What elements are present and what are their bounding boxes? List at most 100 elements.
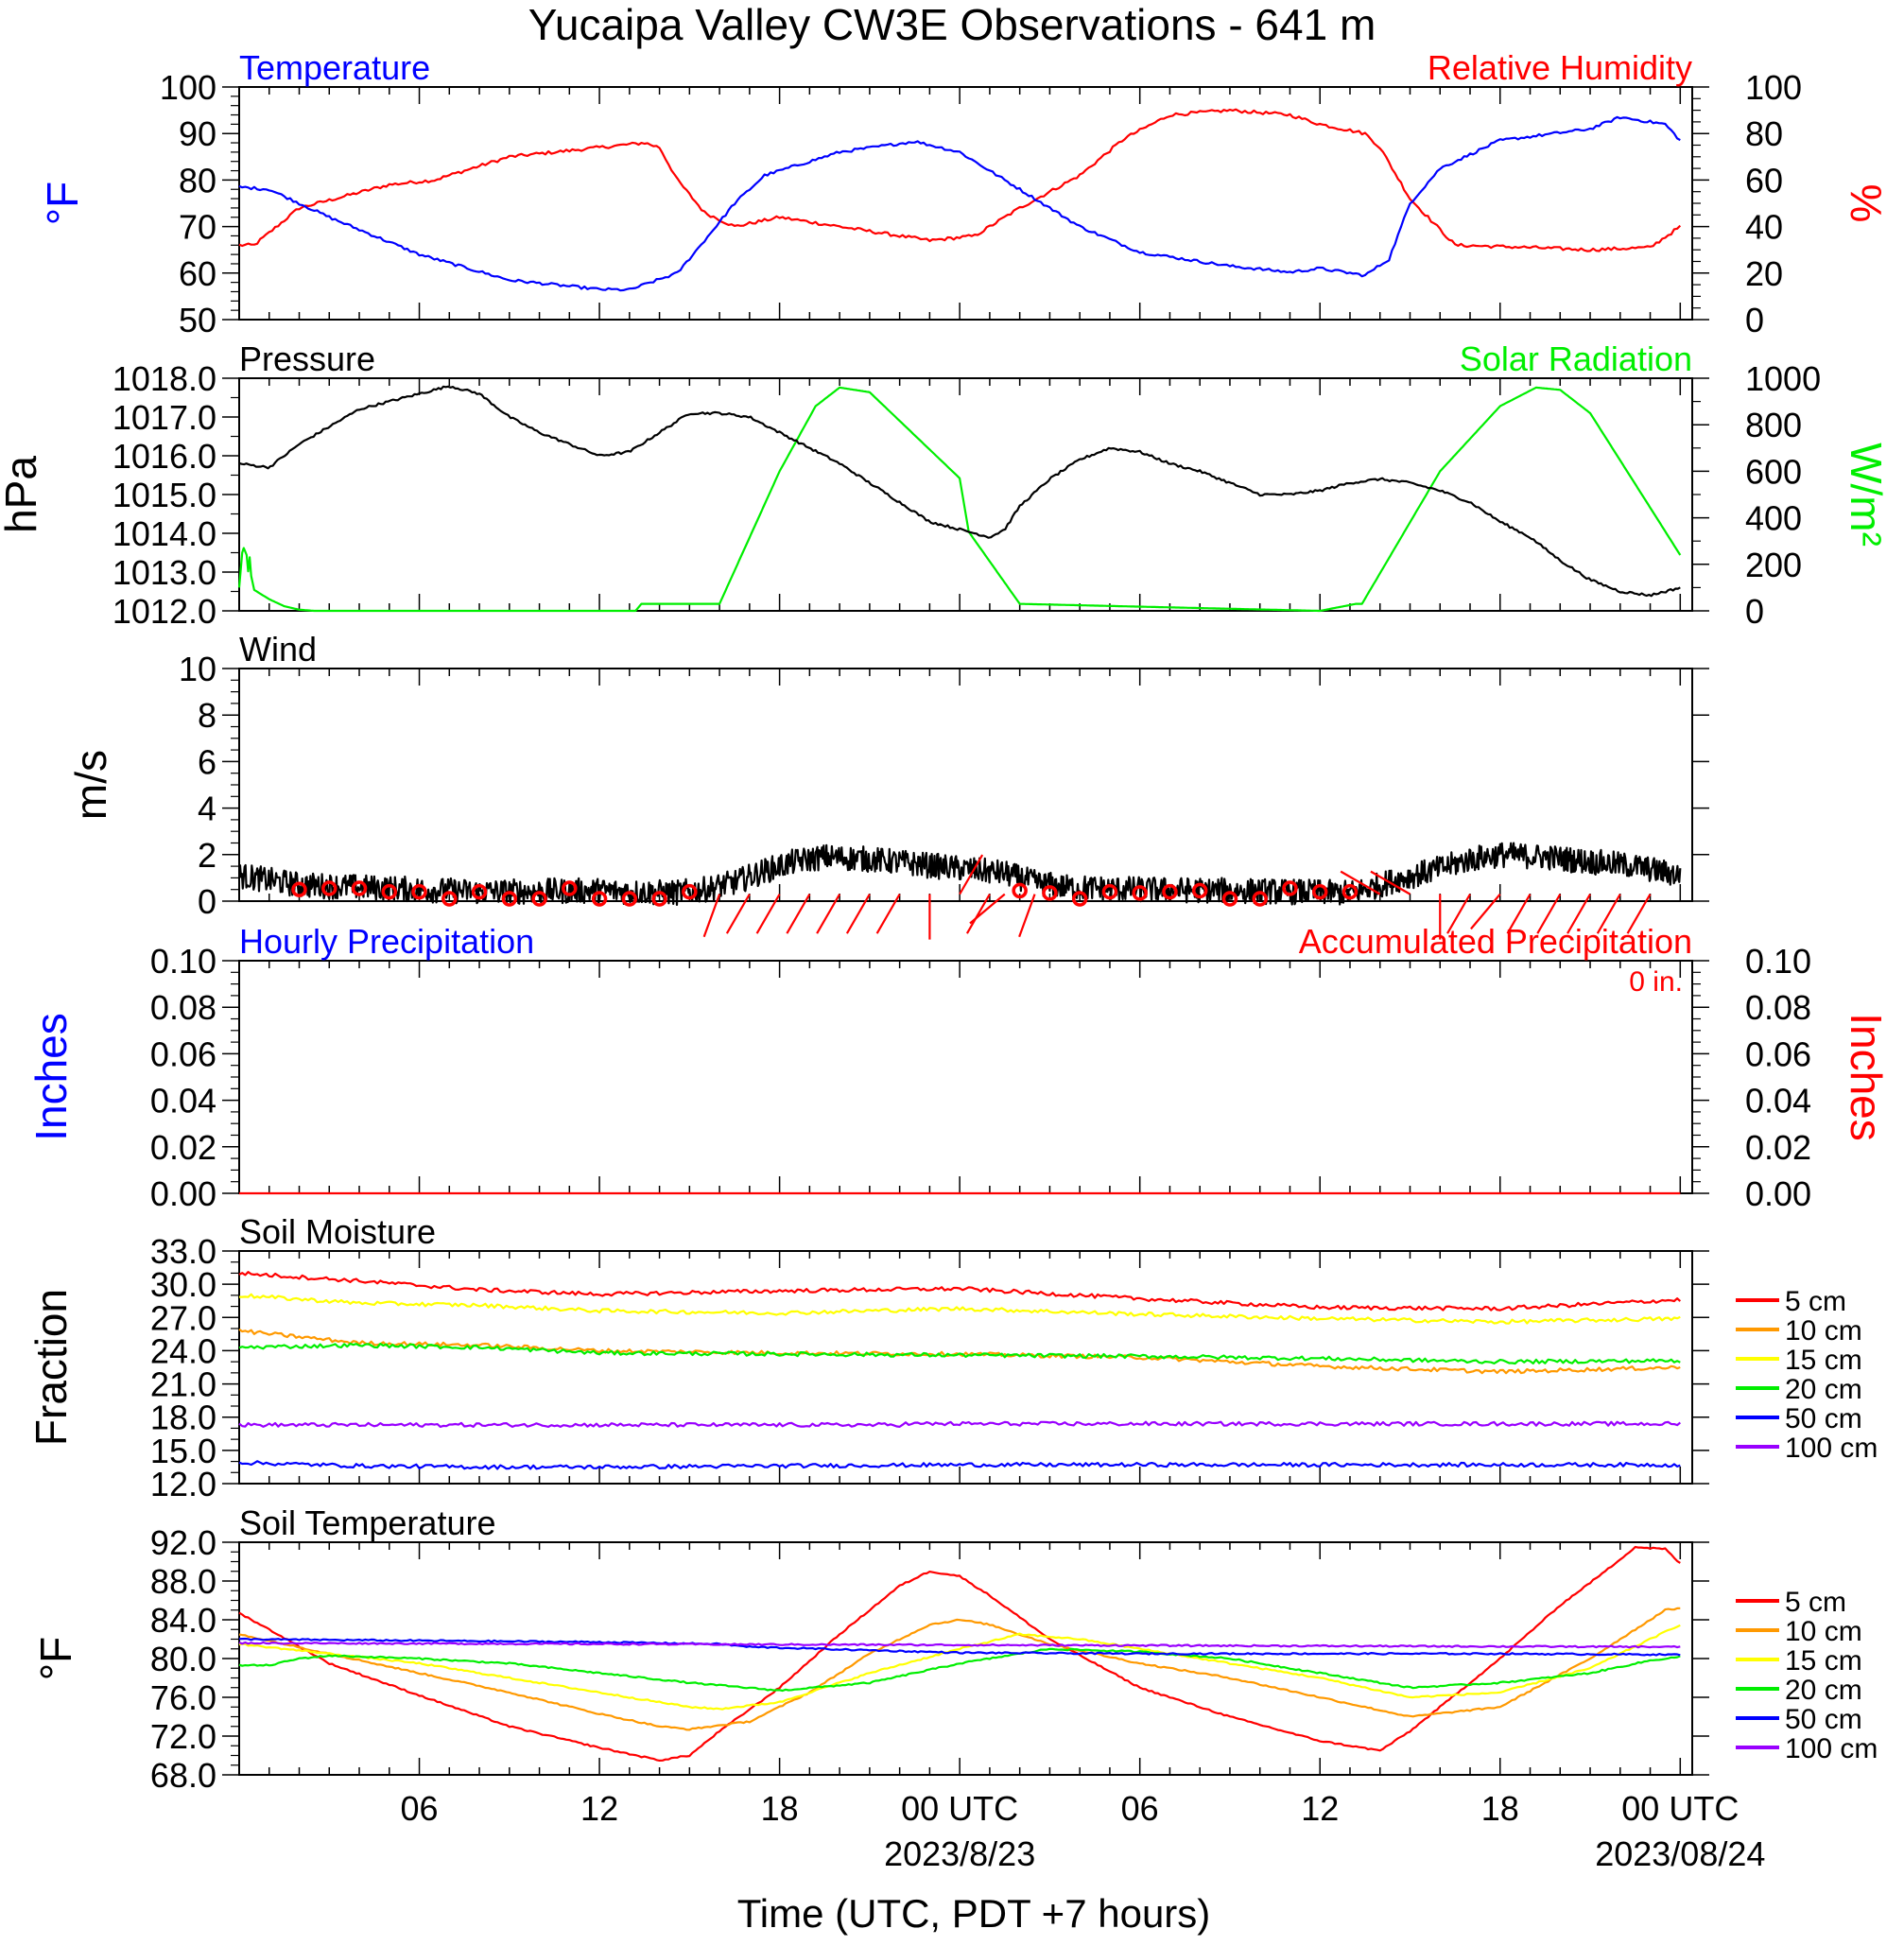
wind-calm-marker	[621, 891, 638, 907]
y-tick-label: 6	[198, 742, 216, 781]
x-date-label: 2023/8/23	[884, 1834, 1035, 1873]
y-tick-label: 0.10	[1745, 942, 1811, 981]
panel-title-right: Accumulated Precipitation	[1299, 922, 1692, 961]
legend-entry: 20 cm	[1785, 1374, 1862, 1405]
wind-barb	[875, 894, 901, 934]
y-tick-label: 600	[1745, 452, 1802, 491]
panel-title-right: Solar Radiation	[1460, 339, 1692, 378]
legend-entry: 20 cm	[1785, 1675, 1862, 1706]
wind-calm-marker	[411, 883, 427, 900]
x-tick-label: 06	[401, 1789, 439, 1828]
legend-entry: 5 cm	[1785, 1587, 1846, 1618]
wind-barb	[1446, 894, 1471, 934]
wind-barb	[1626, 894, 1652, 934]
y-tick-label: 8	[198, 696, 216, 735]
wind-calm-marker	[1042, 885, 1058, 901]
wind-barb	[969, 893, 1006, 925]
wind-calm-marker	[1282, 880, 1298, 896]
panel-frame	[238, 1541, 1693, 1776]
wind-barb	[1566, 894, 1591, 934]
left-axis-label: °F	[38, 182, 87, 226]
panel-title-left: Wind	[239, 630, 317, 669]
y-tick-label: 60	[179, 254, 216, 293]
panel-wind: 10 8 6 4 2 0 Wind m/s	[66, 630, 1709, 940]
y-tick-label: 80	[179, 161, 216, 200]
panel-precipitation: 0.10 0.08 0.06 0.04 0.02 0.00 0.10 0.08 0.06 0.04…	[26, 922, 1891, 1213]
series-depth-50cm	[238, 1637, 1681, 1657]
y-tick-label: 0.08	[1745, 988, 1811, 1027]
wind-barb	[1370, 870, 1411, 895]
legend-entry: 15 cm	[1785, 1645, 1862, 1677]
y-tick-label: 15.0	[150, 1432, 216, 1470]
series-depth-10cm	[238, 1607, 1681, 1731]
x-tick-label: 12	[580, 1789, 618, 1828]
panel-title-left: Temperature	[239, 48, 430, 87]
y-tick-label: 68.0	[150, 1756, 216, 1795]
panel-frame	[238, 377, 1693, 612]
y-tick-label: 400	[1745, 499, 1802, 538]
series-group	[237, 385, 1682, 613]
y-tick-label: 0.06	[1745, 1034, 1811, 1073]
y-tick-label: 1015.0	[113, 476, 216, 514]
y-tick-label: 60	[1745, 161, 1783, 200]
wind-barb	[816, 894, 841, 934]
wind-calm-marker	[1012, 882, 1028, 899]
x-tick-label: 00 UTC	[901, 1789, 1018, 1828]
y-tick-label: 72.0	[150, 1717, 216, 1756]
panel-pressure-solar: 1018.01017.01016.01015.01014.01013.01012…	[0, 339, 1891, 631]
wind-calm-marker	[501, 891, 518, 907]
y-tick-label: 92.0	[150, 1523, 216, 1562]
y-tick-label: 18.0	[150, 1399, 216, 1437]
wind-barb	[1340, 870, 1381, 895]
y-tick-label: 88.0	[150, 1562, 216, 1601]
left-axis-label: Fraction	[26, 1289, 76, 1446]
x-tick-label: 12	[1301, 1789, 1339, 1828]
wind-calm-marker	[381, 883, 398, 900]
y-tick-label: 76.0	[150, 1678, 216, 1717]
panel-title-right: Relative Humidity	[1428, 48, 1692, 87]
wind-calm-marker	[562, 880, 578, 896]
wind-calm-marker	[441, 891, 458, 907]
y-tick-label: 1014.0	[113, 514, 216, 553]
right-axis-label: Inches	[1842, 1013, 1891, 1141]
series-group	[238, 108, 1682, 292]
legend-entry: 15 cm	[1785, 1345, 1862, 1376]
y-tick-label: 80	[1745, 114, 1783, 153]
x-tick-label: 18	[761, 1789, 799, 1828]
series-relative-humidity	[238, 108, 1682, 252]
figure-title: Yucaipa Valley CW3E Observations - 641 m	[528, 0, 1376, 49]
y-tick-label: 33.0	[150, 1232, 216, 1271]
y-tick-label: 1016.0	[113, 437, 216, 476]
y-tick-label: 800	[1745, 406, 1802, 444]
panel-title-left: Soil Temperature	[239, 1503, 495, 1542]
wind-calm-marker	[531, 891, 547, 907]
wind-barb	[845, 894, 871, 934]
panel-frame	[238, 1250, 1693, 1485]
series-group	[238, 1271, 1682, 1470]
series-depth-15cm	[239, 1293, 1681, 1325]
y-tick-label: 90	[179, 114, 216, 153]
series-depth-10cm	[238, 1328, 1681, 1375]
y-tick-label: 0.04	[150, 1082, 216, 1121]
wind-barb	[1018, 894, 1036, 938]
wind-calm-marker	[1311, 883, 1328, 900]
left-axis-label: hPa	[0, 456, 45, 533]
x-tick-label: 00 UTC	[1621, 1789, 1739, 1828]
legend-entry: 10 cm	[1785, 1315, 1862, 1347]
wind-barb	[725, 894, 751, 934]
y-tick-label: 24.0	[150, 1331, 216, 1370]
y-tick-label: 4	[198, 790, 216, 828]
y-tick-label: 10	[179, 650, 216, 688]
wind-calm-marker	[321, 880, 338, 896]
right-axis-label: %	[1842, 184, 1891, 223]
series-depth-20cm	[238, 1647, 1681, 1693]
wind-calm-marker	[591, 891, 608, 907]
wind-calm-marker	[1101, 883, 1118, 900]
y-tick-label: 50	[179, 301, 216, 339]
y-tick-label: 0.00	[1745, 1174, 1811, 1213]
series-depth-15cm	[238, 1624, 1681, 1711]
panel-soil-moisture: 33.030.027.024.021.018.015.012.0 Soil Moi…	[26, 1212, 1878, 1503]
wind-calm-marker	[682, 883, 698, 900]
